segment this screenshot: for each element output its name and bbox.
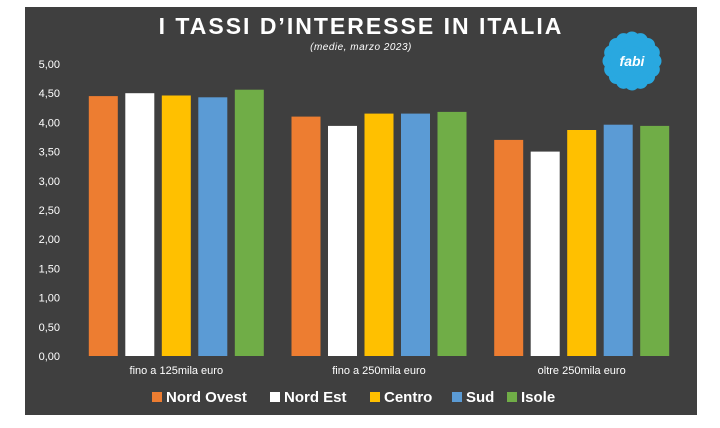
legend-label: Nord Ovest xyxy=(166,389,247,406)
legend-label: Isole xyxy=(521,389,555,406)
bar xyxy=(567,130,597,356)
legend-swatch xyxy=(452,392,462,402)
category-label: oltre 250mila euro xyxy=(538,365,626,377)
bar xyxy=(401,113,430,356)
bar xyxy=(88,96,118,356)
logo-text: fabi xyxy=(620,53,646,69)
y-tick-label: 1,00 xyxy=(39,293,60,305)
y-tick-label: 1,50 xyxy=(39,263,60,275)
bar xyxy=(530,151,560,356)
bar xyxy=(198,97,228,357)
bar xyxy=(234,89,264,356)
y-tick-label: 0,00 xyxy=(39,351,60,363)
category-label: fino a 250mila euro xyxy=(332,365,426,377)
bar xyxy=(494,139,524,356)
y-tick-label: 4,50 xyxy=(39,88,60,100)
legend-swatch xyxy=(270,392,280,402)
y-tick-label: 0,50 xyxy=(39,322,60,334)
bar xyxy=(437,111,467,357)
legend-label: Centro xyxy=(384,389,432,406)
bar xyxy=(640,125,670,357)
chart-panel: I TASSI D’INTERESSE IN ITALIA (medie, ma… xyxy=(25,7,697,415)
logo-center xyxy=(617,46,647,76)
chart-subtitle: (medie, marzo 2023) xyxy=(310,42,412,53)
bar xyxy=(291,116,321,356)
bar xyxy=(603,124,633,356)
category-label: fino a 125mila euro xyxy=(130,365,224,377)
y-tick-label: 3,50 xyxy=(39,147,60,159)
legend-label: Sud xyxy=(466,389,494,406)
y-tick-label: 5,00 xyxy=(39,59,60,71)
fabi-logo: fabi xyxy=(602,31,662,91)
chart-title: I TASSI D’INTERESSE IN ITALIA xyxy=(159,13,564,39)
y-tick-label: 2,00 xyxy=(39,234,60,246)
y-tick-label: 3,00 xyxy=(39,176,60,188)
y-tick-label: 4,00 xyxy=(39,117,60,129)
chart-svg: I TASSI D’INTERESSE IN ITALIA (medie, ma… xyxy=(39,13,670,406)
legend-label: Nord Est xyxy=(284,389,347,406)
legend-swatch xyxy=(370,392,380,402)
bar xyxy=(364,113,394,356)
bar xyxy=(328,125,357,357)
bar xyxy=(161,95,191,356)
legend-swatch xyxy=(507,392,517,402)
legend-swatch xyxy=(152,392,162,402)
bar xyxy=(125,93,155,356)
y-tick-label: 2,50 xyxy=(39,205,60,217)
